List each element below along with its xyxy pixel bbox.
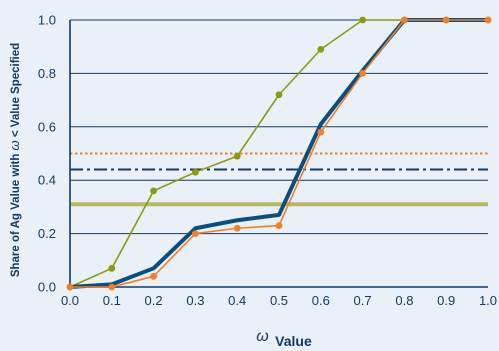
y-tick-label-0: 0.0 <box>38 280 56 295</box>
y-tick-label-3: 0.6 <box>38 119 56 134</box>
series-2-point-3 <box>192 230 199 238</box>
series-2-point-6 <box>317 128 325 136</box>
x-tick-label-4: 0.4 <box>228 293 246 308</box>
y-axis-title-suffix: < Value Specified <box>10 43 22 140</box>
y-axis-symbol: ω <box>7 140 22 150</box>
tick-labels: 0.0 0.1 0.2 0.3 0.4 0.5 0.6 0.7 0.8 0.9 1.0 0.0 0.2 0… <box>38 13 497 309</box>
x-tick-label-6: 0.6 <box>312 293 330 308</box>
series-1-line <box>69 18 488 289</box>
x-axis-text: Value <box>275 333 312 349</box>
axes <box>69 20 488 288</box>
x-axis-title: ω Value <box>256 328 312 349</box>
x-tick-label-1: 0.1 <box>103 293 121 308</box>
x-tick-label-3: 0.3 <box>186 293 204 308</box>
x-tick-label-8: 0.8 <box>395 293 413 308</box>
x-tick-label-7: 0.7 <box>354 293 372 308</box>
x-axis-symbol: ω <box>256 328 268 345</box>
grid <box>70 19 488 235</box>
x-tick-label-2: 0.2 <box>145 293 163 308</box>
series-2-point-5 <box>275 222 283 229</box>
x-tick-label-5: 0.5 <box>270 293 288 308</box>
series-2-point-8 <box>401 16 408 24</box>
series-0-point-2 <box>150 187 158 195</box>
series-0-point-4 <box>233 152 241 160</box>
y-axis-title: Share of Ag Value with ω < Value Specifi… <box>7 43 22 277</box>
y-tick-label-2: 0.4 <box>38 173 56 188</box>
series-2-point-10 <box>484 16 492 24</box>
x-tick-label-10: 1.0 <box>479 293 497 308</box>
series-0-point-7 <box>359 16 366 24</box>
series-2-point-2 <box>150 272 158 280</box>
series-0-point-6 <box>317 45 325 53</box>
y-axis-title-prefix: Share of Ag Value with <box>10 150 22 277</box>
y-tick-label-4: 0.8 <box>38 66 56 81</box>
reference-lines <box>70 152 488 207</box>
series-2-point-1 <box>108 283 116 291</box>
y-tick-label-5: 1.0 <box>38 13 56 28</box>
x-tick-label-0: 0.0 <box>61 293 79 308</box>
series-0-point-5 <box>275 91 283 99</box>
x-tick-label-9: 0.9 <box>437 293 455 308</box>
series-0-point-1 <box>108 264 116 272</box>
y-tick-label-1: 0.2 <box>38 226 56 241</box>
series-2-point-9 <box>442 16 450 24</box>
series-2-point-4 <box>233 224 241 232</box>
series <box>66 16 492 291</box>
series-2-point-7 <box>359 70 366 77</box>
series-0-point-3 <box>192 168 199 176</box>
series-2-point-0 <box>66 283 74 291</box>
